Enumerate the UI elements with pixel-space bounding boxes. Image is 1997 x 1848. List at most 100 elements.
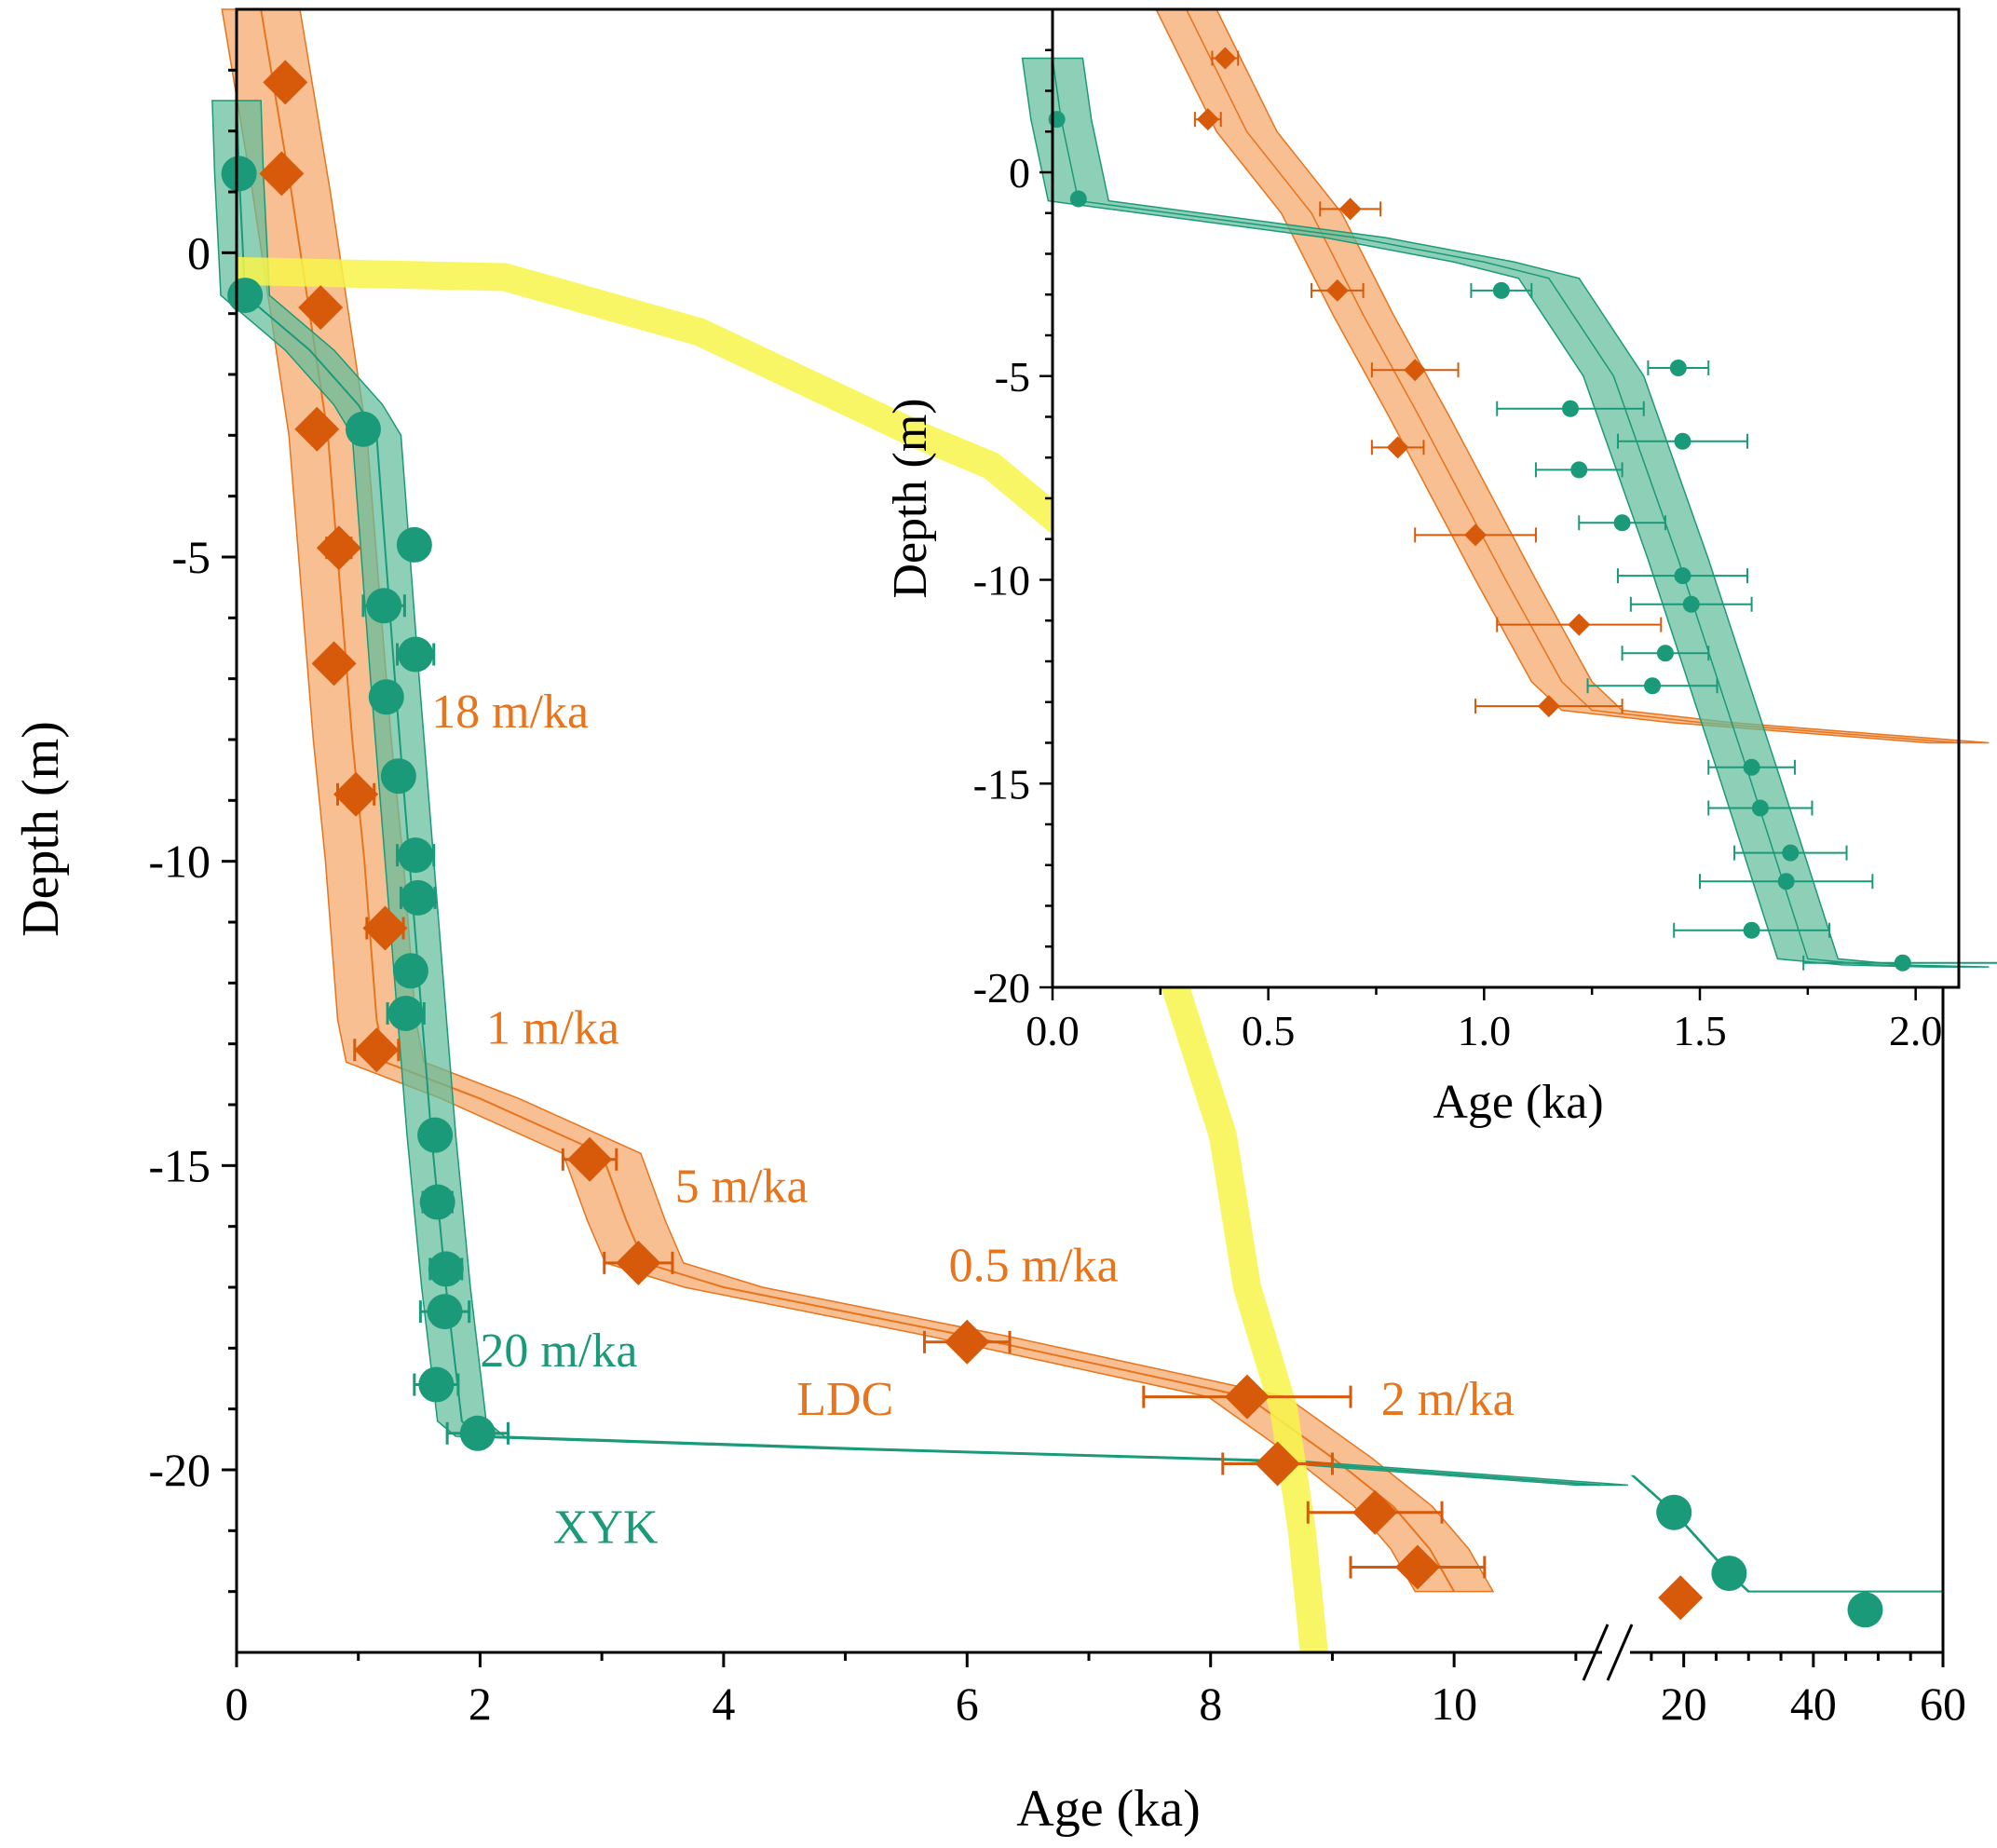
inset-point-ldc [1537,695,1560,718]
inset-centerline-ldc [1185,8,1960,744]
main-point-ldc [567,1136,613,1182]
inset-point-xyk [1743,758,1760,776]
inset-point-ldc [1338,197,1362,221]
annotation-label: 0.5 m/ka [949,1239,1119,1292]
inset-point-xyk [1674,567,1691,585]
inset-y-axis-label: Depth (m) [884,398,937,598]
main-point-xyk [380,758,416,795]
main-point-xyk [418,1366,455,1403]
axis-break-gap [1602,1647,1630,1658]
inset-point-ldc [1464,523,1488,547]
inset-point-xyk [1782,844,1800,862]
inset-point-xyk [1492,281,1510,299]
main-point-ldc [1352,1489,1398,1535]
inset-point-xyk [1644,677,1662,695]
main-axes: 0 -5 -10 -15 -20 0 2 4 6 8 10 20 40 60 [148,68,1966,1730]
inset-chart: 0 -5 -10 -15 -200.0 0.5 1.0 1.5 2.0 Age (ka) Dep… [884,7,1997,1129]
inset-x-tick-label: 0.5 [1242,1007,1296,1054]
main-point-xyk [428,1251,464,1287]
main-point-ldc [259,151,305,197]
inset-point-xyk [1894,954,1911,972]
main-point-xyk [398,636,434,673]
inset-x-axis-label: Age (ka) [1433,1076,1603,1129]
main-point-ldc [311,641,357,686]
inset-x-tick-label: 1.0 [1458,1007,1512,1054]
inset-data-points [1048,47,1997,972]
inset-point-xyk [1048,111,1066,129]
inset-point-ldc [1196,108,1219,131]
main-x-tick-label: 6 [956,1678,979,1730]
annotation-label: 1 m/ka [486,1002,619,1055]
main-data-points [221,60,1883,1628]
main-point-xyk [345,411,381,447]
main-point-ldc [1255,1441,1300,1487]
main-x-tick-label: 0 [225,1678,249,1730]
inset-band-ldc [1154,8,1990,744]
main-y-tick-label: -5 [171,531,211,583]
inset-point-ldc [1325,279,1349,302]
main-x-tick-label: 8 [1199,1678,1222,1730]
inset-point-xyk [1570,461,1588,479]
main-y-tick-label: 0 [187,226,211,279]
main-point-xyk [392,953,428,989]
inset-point-xyk [1656,645,1674,662]
annotation-label: 20 m/ka [480,1325,637,1378]
inset-point-xyk [1751,799,1769,817]
main-point-xyk [400,879,436,916]
main-point-xyk [1711,1556,1747,1592]
inset-point-ldc [1404,359,1427,382]
main-point-ldc [1224,1374,1270,1420]
inset-x-tick-label: 0.0 [1026,1007,1080,1054]
main-x-tick-label-upper: 60 [1920,1678,1966,1730]
main-x-tick-label: 10 [1431,1678,1477,1730]
main-point-ldc [333,771,379,817]
main-point-xyk [396,526,432,563]
main-y-tick-label: -15 [148,1139,211,1191]
main-point-xyk [1656,1494,1692,1530]
inset-band-xyk [1021,57,1990,968]
main-point-xyk [419,1184,455,1220]
inset-point-xyk [1777,873,1795,890]
inset-y-tick-label: -10 [973,557,1030,605]
inset-point-ldc [1386,436,1409,459]
main-point-xyk [368,679,404,715]
inset-axes: 0 -5 -10 -15 -200.0 0.5 1.0 1.5 2.0 [973,48,1943,1054]
main-annotations: 18 m/ka 1 m/ka 5 m/ka 0.5 m/ka 20 m/ka LDC 2 m… [431,686,1515,1554]
main-point-ldc [1658,1575,1704,1621]
inset-y-tick-label: -15 [973,760,1030,808]
inset-point-xyk [1069,190,1087,208]
annotation-label: 18 m/ka [431,686,589,739]
main-x-tick-label-upper: 40 [1790,1678,1837,1730]
main-point-xyk [366,588,402,624]
annotation-label: LDC [796,1373,893,1426]
main-point-ldc [316,525,361,571]
main-y-tick-label: -10 [148,836,211,888]
main-point-ldc [362,905,408,951]
annotation-label: 5 m/ka [675,1161,808,1214]
annotation-label: 2 m/ka [1381,1373,1515,1426]
inset-point-xyk [1613,514,1631,532]
main-x-tick-label-upper: 20 [1661,1678,1707,1730]
main-point-ldc [298,285,344,331]
inset-x-tick-label: 2.0 [1889,1007,1943,1054]
inset-point-xyk [1682,595,1700,613]
inset-point-ldc [1214,47,1237,70]
main-point-ldc [1394,1544,1440,1590]
main-point-xyk [459,1415,496,1451]
main-point-xyk [1847,1592,1883,1628]
main-point-xyk [387,996,424,1031]
inset-point-xyk [1674,432,1691,450]
inset-y-tick-label: -20 [973,964,1030,1012]
inset-x-tick-label: 1.5 [1673,1007,1727,1054]
main-point-xyk [417,1117,454,1153]
main-y-axis-label: Depth (m) [12,721,70,937]
inset-model-bands [1021,8,1990,968]
main-point-ldc [944,1319,990,1365]
main-point-ldc [616,1240,661,1285]
main-y-tick-label: -20 [148,1444,211,1496]
main-point-xyk [221,156,257,192]
annotation-label: XYK [553,1501,659,1554]
main-point-xyk [427,1294,463,1330]
main-centerline-xyk-upper [1632,1474,1943,1593]
